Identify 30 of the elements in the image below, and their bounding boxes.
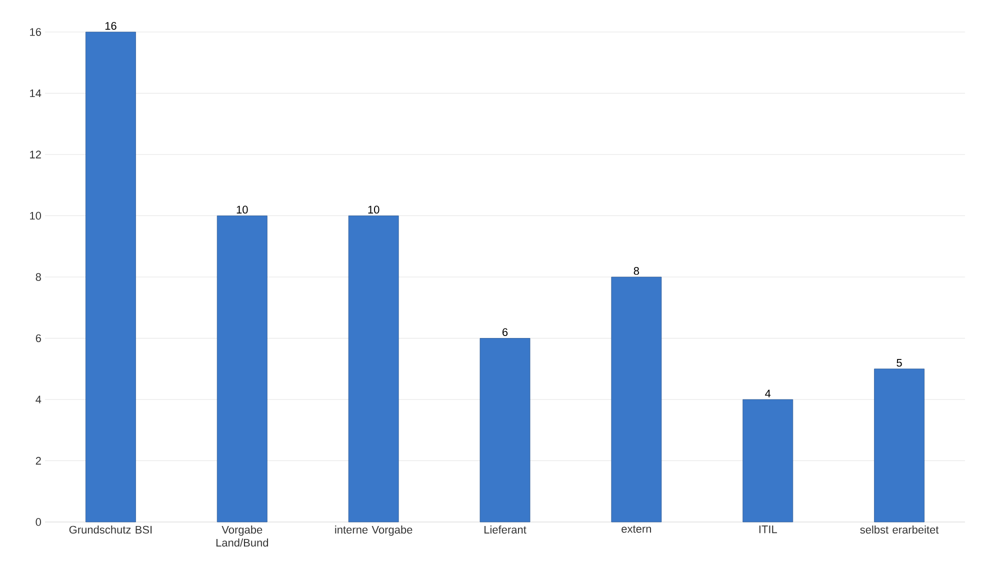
y-tick-label: 12: [30, 150, 41, 158]
y-tick-label: 4: [36, 396, 42, 404]
x-tick-label: Grundschutz BSI: [69, 526, 152, 534]
y-tick-label: 8: [36, 273, 41, 281]
data-label: 5: [896, 359, 902, 367]
bar: [86, 32, 136, 522]
data-label: 8: [634, 267, 640, 275]
data-label: 6: [502, 328, 508, 336]
bar: [742, 399, 794, 522]
bar: [480, 338, 530, 522]
y-tick-label: 0: [36, 518, 42, 526]
y-tick-label: 6: [36, 334, 41, 342]
x-tick-label: interne Vorgabe: [335, 526, 412, 536]
y-tick-label: 10: [30, 212, 42, 220]
y-tick-label: 16: [30, 28, 41, 36]
data-label: 10: [368, 206, 380, 214]
x-tick-label: Vorgabe Land/Bund: [216, 526, 268, 547]
bar: [348, 216, 399, 522]
y-tick-label: 14: [30, 89, 42, 98]
x-tick-label: ITIL: [759, 526, 777, 534]
y-tick-label: 2: [36, 456, 41, 465]
x-tick-label: selbst erarbeitet: [860, 526, 939, 534]
bar: [874, 368, 924, 522]
bar: [216, 216, 268, 522]
data-label: 4: [765, 390, 771, 398]
x-tick-label: Lieferant: [484, 526, 526, 534]
bar: [611, 276, 662, 522]
data-label: 10: [236, 206, 248, 214]
x-tick-label: extern: [622, 526, 651, 533]
data-label: 16: [105, 22, 116, 30]
